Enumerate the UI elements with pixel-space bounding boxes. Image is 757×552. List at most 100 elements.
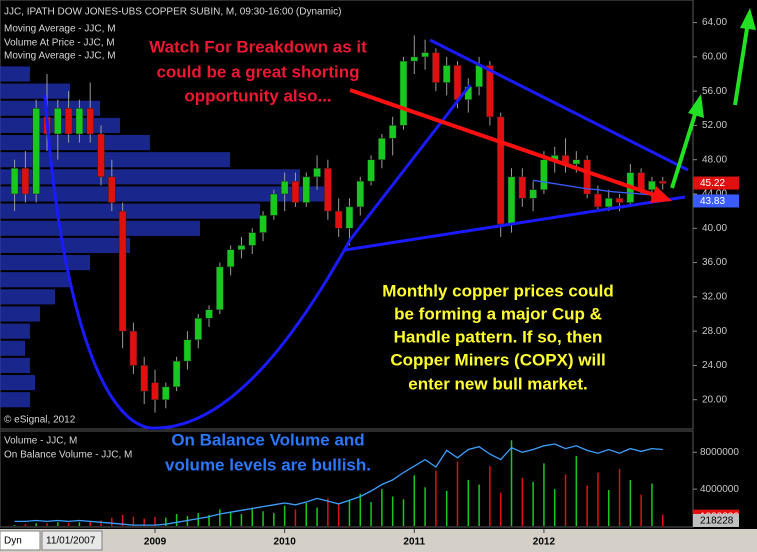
volume-at-price-bar bbox=[0, 100, 100, 116]
candle-body bbox=[356, 180, 365, 208]
volume-bar bbox=[305, 502, 308, 526]
volume-value-label: 218228 bbox=[700, 516, 734, 527]
volume-bar bbox=[57, 522, 59, 526]
last-price-label: 45.22 bbox=[700, 178, 725, 189]
y-tick-label: 44.00 bbox=[702, 189, 727, 200]
volume-bar bbox=[456, 461, 459, 526]
volume-at-price-bar bbox=[0, 375, 35, 391]
volume-bar bbox=[294, 509, 297, 526]
volume-at-price-bar bbox=[0, 237, 130, 253]
green-arrow-head bbox=[740, 8, 756, 30]
y-tick-label: 48.00 bbox=[702, 154, 727, 165]
volume-bar bbox=[208, 514, 210, 526]
red-arrow-head bbox=[650, 186, 672, 203]
ma-value-label-box bbox=[693, 194, 739, 208]
interval-box[interactable] bbox=[0, 530, 41, 551]
volume-bar bbox=[543, 463, 545, 526]
volume-bar bbox=[273, 513, 275, 526]
volume-bar bbox=[165, 517, 167, 526]
y-tick-label: 52.00 bbox=[702, 120, 727, 131]
candle-body bbox=[313, 168, 321, 178]
candle-body bbox=[108, 176, 116, 203]
annotation: Copper Miners (COPX) will bbox=[390, 350, 605, 369]
candle-body bbox=[486, 65, 494, 118]
panel-title: Volume - JJC, M bbox=[4, 436, 77, 447]
candle-body bbox=[64, 108, 73, 135]
annotation: Monthly copper prices could bbox=[382, 281, 613, 300]
x-tick-label: 2009 bbox=[144, 537, 167, 548]
volume-at-price-bar bbox=[0, 135, 150, 151]
volume-at-price-bar bbox=[0, 203, 260, 219]
ma-value-label: 43.83 bbox=[700, 196, 725, 207]
candle-body bbox=[378, 138, 386, 160]
candle-body bbox=[54, 108, 62, 135]
volume-bar bbox=[445, 490, 448, 526]
legend-line: Volume At Price - JJC, M bbox=[4, 38, 115, 49]
volume-bar bbox=[240, 514, 243, 526]
candle-body bbox=[572, 159, 581, 165]
volume-bar bbox=[618, 468, 621, 526]
volume-bar bbox=[78, 522, 81, 526]
candle-body bbox=[21, 168, 30, 195]
candle-body bbox=[324, 168, 332, 212]
volume-bar bbox=[564, 474, 567, 526]
candle-body bbox=[32, 108, 40, 195]
volume-bar bbox=[327, 498, 329, 526]
volume-bar bbox=[597, 472, 599, 526]
candle-body bbox=[118, 210, 127, 332]
annotation: Watch For Breakdown as it bbox=[149, 37, 367, 56]
volume-at-price-bar bbox=[0, 306, 40, 322]
x-tick-label: 2010 bbox=[274, 537, 297, 548]
volume-bar bbox=[478, 484, 480, 526]
cursor-date-box bbox=[41, 530, 103, 551]
volume-bar bbox=[219, 509, 221, 526]
volume-bar bbox=[100, 520, 102, 526]
candle-body bbox=[421, 52, 429, 58]
volume-bar bbox=[402, 499, 405, 526]
volume-at-price-bar bbox=[0, 357, 30, 373]
candle-body bbox=[216, 266, 224, 310]
volume-bar bbox=[337, 503, 340, 526]
candle-body bbox=[345, 206, 354, 229]
volume-bar bbox=[629, 479, 632, 526]
candle-body bbox=[162, 386, 170, 400]
candle-body bbox=[637, 172, 645, 190]
volume-at-price-bar bbox=[0, 289, 55, 305]
volume-bar bbox=[381, 489, 383, 526]
candle-body bbox=[129, 330, 138, 366]
annotation: volume levels are bullish. bbox=[165, 455, 371, 474]
chart-title: JJC, IPATH DOW JONES-UBS COPPER SUBIN, M… bbox=[4, 7, 341, 18]
interval-label[interactable]: Dyn bbox=[4, 536, 22, 547]
x-tick-label: 2012 bbox=[533, 537, 556, 548]
red-arrow bbox=[349, 88, 661, 199]
y-tick-label: 36.00 bbox=[702, 257, 727, 268]
candle-body bbox=[291, 180, 300, 203]
candle-body bbox=[496, 116, 505, 225]
candle-body bbox=[475, 65, 483, 88]
volume-bar bbox=[510, 440, 513, 526]
volume-bar bbox=[348, 500, 351, 526]
volume-at-price-bar bbox=[0, 169, 300, 185]
candle-body bbox=[140, 365, 148, 392]
annotation: Handle pattern. If so, then bbox=[394, 327, 603, 346]
volume-at-price-bar bbox=[0, 272, 70, 288]
volume-bar bbox=[359, 493, 362, 526]
candle-body bbox=[540, 159, 548, 190]
annotation: be forming a major Cup & bbox=[394, 304, 602, 323]
upper-trendline bbox=[429, 38, 689, 172]
volume-bar bbox=[575, 455, 578, 526]
volume-bar bbox=[229, 512, 232, 526]
candle-body bbox=[183, 339, 192, 362]
volume-bar bbox=[424, 487, 426, 526]
candle-body bbox=[399, 60, 408, 126]
green-arrow-head bbox=[688, 94, 704, 118]
candle-body bbox=[507, 176, 516, 225]
volume-bar bbox=[553, 489, 556, 526]
legend-line: Moving Average - JJC, M bbox=[4, 51, 116, 62]
candle-body bbox=[410, 56, 419, 62]
volume-bar bbox=[532, 481, 534, 526]
candle-body bbox=[86, 108, 94, 135]
candle-body bbox=[367, 159, 375, 182]
volume-bar bbox=[24, 524, 27, 526]
